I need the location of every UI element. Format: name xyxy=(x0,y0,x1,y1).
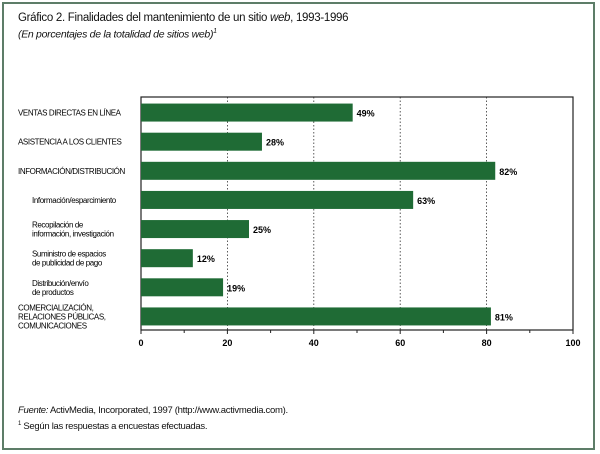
category-label: información, investigación xyxy=(32,230,114,239)
category-label: de publicidad de pago xyxy=(32,259,103,268)
data-label: 19% xyxy=(227,283,245,293)
title-italic: web xyxy=(269,12,291,24)
category-label: VENTAS DIRECTAS EN LÍNEA xyxy=(18,109,122,118)
bar xyxy=(141,278,224,297)
chart-frame xyxy=(2,2,595,450)
category-label: RELACIONES PÚBLICAS, xyxy=(18,312,106,321)
title-years: , 1993-1996 xyxy=(290,12,349,24)
plot-area xyxy=(140,96,574,331)
category-label: COMUNICACIONES xyxy=(18,321,87,330)
x-tick-label: 80 xyxy=(482,338,492,348)
category-label: ASISTENCIA A LOS CLIENTES xyxy=(18,138,121,147)
chart-title: Gráfico 2. Finalidades del mantenimiento… xyxy=(18,12,349,24)
footnote-number: 1 xyxy=(18,421,22,427)
bar xyxy=(141,190,414,209)
source-text: ActivMedia, Incorporated, 1997 (http://w… xyxy=(48,405,288,416)
data-label: 63% xyxy=(417,196,435,206)
data-label: 49% xyxy=(357,109,375,119)
x-tick-label: 40 xyxy=(309,338,319,348)
bar xyxy=(141,220,249,239)
subtitle-text: (En porcentajes de la totalidad de sitio… xyxy=(18,28,214,41)
data-label: 81% xyxy=(495,312,513,322)
chart-subtitle: (En porcentajes de la totalidad de sitio… xyxy=(18,28,217,41)
bar xyxy=(141,249,193,268)
x-tick-label: 100 xyxy=(565,338,580,348)
x-tick-label: 60 xyxy=(395,338,405,348)
x-tick-label: 20 xyxy=(222,338,232,348)
x-tick-label: 0 xyxy=(138,338,143,348)
data-label: 25% xyxy=(253,225,271,235)
category-label: Distribución/envío xyxy=(32,279,89,288)
category-label: Suministro de espacios xyxy=(32,250,106,259)
data-label: 12% xyxy=(197,254,215,264)
category-label: Recopilación de xyxy=(32,221,84,230)
category-label: Información/esparcimiento xyxy=(32,196,117,205)
category-label: de productos xyxy=(32,288,74,297)
category-label: INFORMACIÓN/DISTRIBUCIÓN xyxy=(18,167,125,176)
category-label: COMERCIALIZACIÓN, xyxy=(18,303,94,312)
source-note: Fuente: ActivMedia, Incorporated, 1997 (… xyxy=(18,405,288,416)
data-label: 28% xyxy=(266,138,284,148)
footnote-text: Según las respuestas a encuestas efectua… xyxy=(21,421,208,433)
footnote: 1 Según las respuestas a encuestas efect… xyxy=(18,421,207,432)
bar xyxy=(141,103,353,122)
title-text: Gráfico 2. Finalidades del mantenimiento… xyxy=(18,12,270,24)
source-label: Fuente: xyxy=(18,405,49,416)
footnote-mark: 1 xyxy=(213,28,217,35)
bar xyxy=(141,307,491,326)
data-label: 82% xyxy=(499,167,517,177)
bar xyxy=(141,132,262,151)
bar xyxy=(141,161,496,180)
